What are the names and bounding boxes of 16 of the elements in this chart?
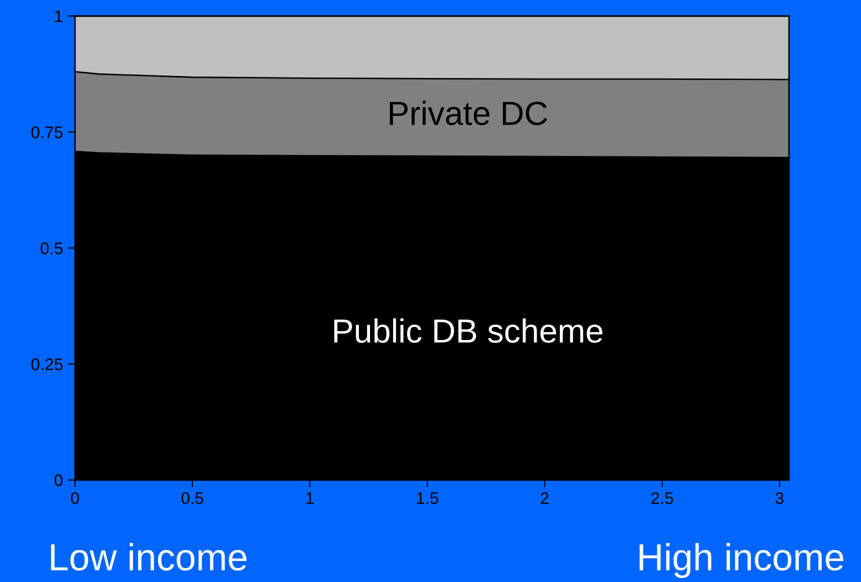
x-tick-label: 2	[540, 492, 549, 504]
text: High income	[640, 543, 844, 578]
y-tick-label: 0.75	[31, 126, 62, 138]
x-tick-label: 0.5	[182, 492, 204, 504]
y-tick-label: 0.5	[40, 242, 62, 254]
x-tick-label: 3	[776, 492, 784, 504]
x-tick-label: 2.5	[651, 492, 674, 504]
x-tick-label: 1	[306, 492, 314, 504]
x-tick-label: 0	[71, 492, 79, 504]
text: Low income	[51, 543, 246, 571]
x-tick-label: 1.5	[416, 492, 438, 504]
y-tick-label: 0	[54, 474, 63, 486]
series-label: Private DC	[390, 100, 548, 126]
series-label: Public DB scheme	[334, 318, 602, 343]
y-tick-label: 1	[55, 10, 62, 22]
y-tick-label: 0.25	[31, 358, 62, 370]
